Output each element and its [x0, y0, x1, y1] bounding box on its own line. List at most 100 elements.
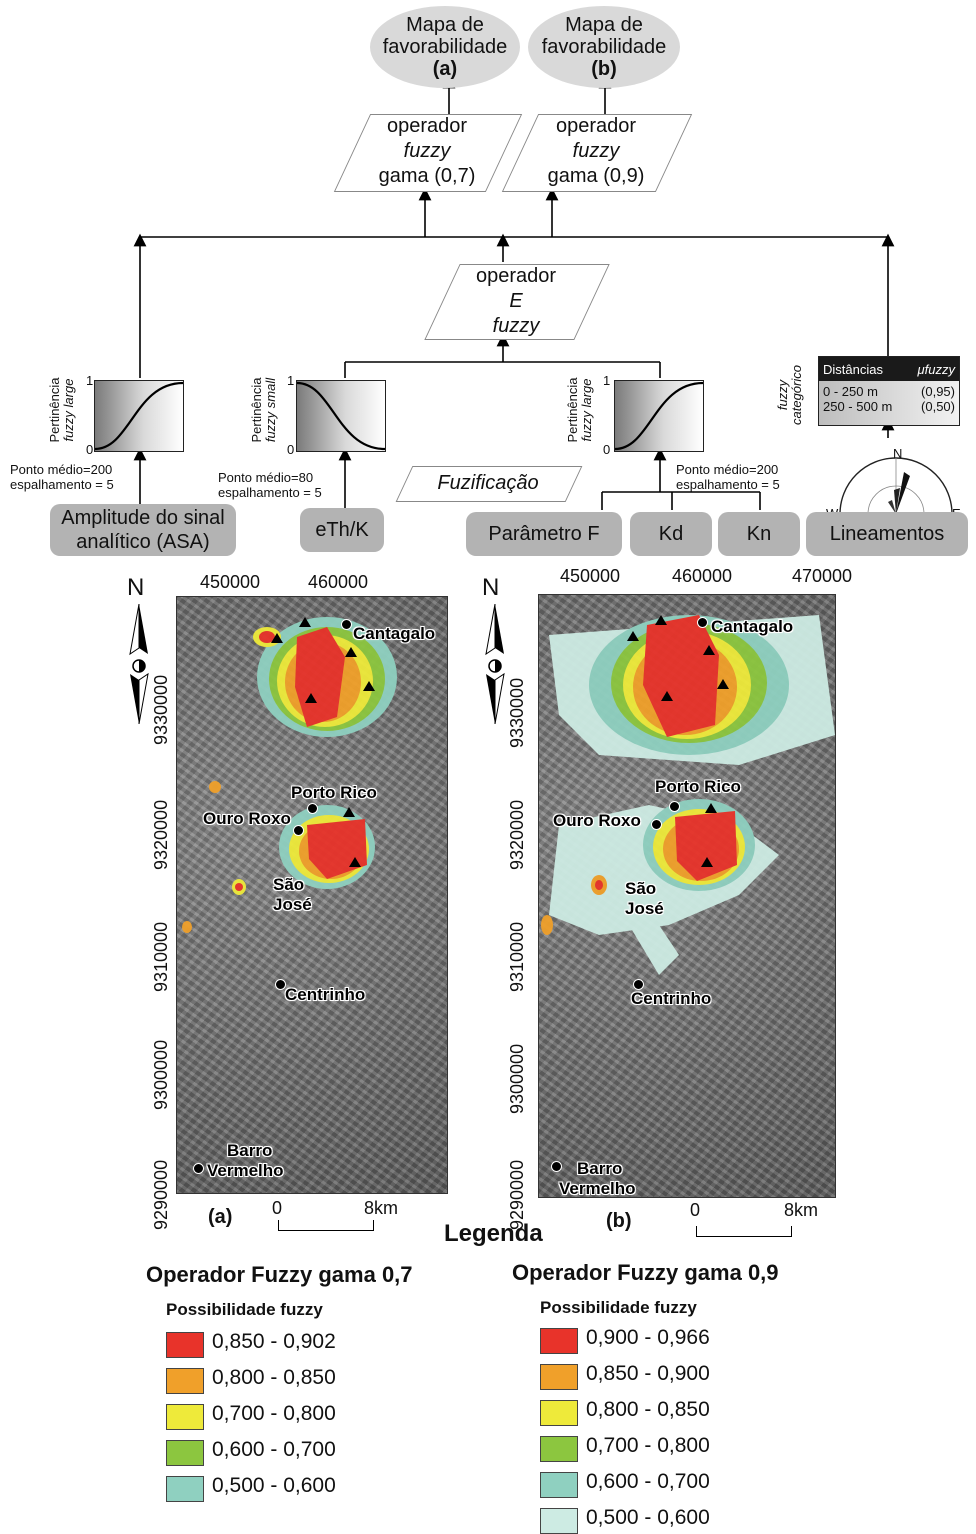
- map-a-xtick-1: 450000: [200, 572, 261, 592]
- map-a-north-label: N: [127, 574, 145, 601]
- gamma-operator-b-line2: fuzzy: [572, 140, 620, 162]
- fuzzification-step: Fuzificação: [395, 466, 583, 502]
- rose-north-label: N: [893, 446, 903, 461]
- map-a-occurrence-marker: [305, 693, 317, 703]
- gamma-operator-a: operador fuzzy gama (0,7): [333, 114, 523, 192]
- legend-b-class-swatch: [540, 1364, 578, 1390]
- map-b-town-cantagalo: Cantagalo: [711, 617, 794, 636]
- output-map-b: Mapa de favorabilidade (b): [528, 6, 680, 88]
- map-a-scale-8: 8km: [364, 1198, 399, 1218]
- input-kn: Kn: [718, 512, 800, 556]
- map-a-ytick-1: 9330000: [151, 674, 171, 745]
- map-b-scalebar: [696, 1226, 792, 1237]
- map-a-occurrence-marker: [271, 633, 283, 643]
- categorical-axis-line1: fuzzy: [775, 379, 790, 411]
- map-a-town-saojose-1: São: [273, 875, 305, 894]
- map-b-occurrence-marker: [661, 691, 673, 701]
- categorical-table: Distâncias μfuzzy 0 - 250 m (0,95) 250 -…: [818, 356, 960, 426]
- membership-3-note: Ponto médio=200 espalhamento = 5: [676, 462, 780, 492]
- map-a-occurrence-marker: [349, 857, 361, 867]
- categorical-axis-label: fuzzy categórico: [775, 365, 804, 425]
- input-eth-k: eTh/K: [300, 508, 384, 552]
- legend-b-class-label: 0,700 - 0,800: [586, 1434, 710, 1457]
- map-b-occurrence-marker: [655, 615, 667, 625]
- legend-b-class-label: 0,600 - 0,700: [586, 1470, 710, 1493]
- membership-1-zero: 0: [86, 442, 94, 457]
- membership-3-axis-line2: fuzzy large: [579, 378, 594, 442]
- map-a-town-portorico: Porto Rico: [291, 783, 377, 802]
- map-b-xtick-3: 470000: [792, 566, 853, 586]
- fuzzification-label: Fuzificação: [437, 472, 539, 494]
- output-map-b-line2: favorabilidade: [541, 36, 667, 58]
- membership-1-axis-line2: fuzzy large: [61, 378, 76, 442]
- membership-1-note: Ponto médio=200 espalhamento = 5: [10, 462, 114, 492]
- output-map-a-line1: Mapa de: [406, 14, 484, 36]
- map-b-north-arrow-icon: [485, 604, 505, 724]
- map-a-favorability-overlay: [182, 617, 397, 933]
- map-a-town-cantagalo: Cantagalo: [353, 624, 436, 643]
- map-b-town-ouroroxo-dot: [651, 819, 662, 830]
- gamma-operator-a-line3: gama (0,7): [378, 165, 476, 187]
- map-a-town-ouroroxo: Ouro Roxo: [203, 809, 291, 828]
- legend-b-subtitle: Possibilidade fuzzy: [540, 1298, 697, 1317]
- map-b-ytick-3: 9310000: [507, 921, 527, 992]
- legend-b-class-swatch: [540, 1400, 578, 1426]
- map-a-town-portorico-dot: [307, 803, 318, 814]
- membership-3-axis-line1: Pertinência: [565, 377, 580, 443]
- map-b-town-barro: Barro: [577, 1159, 623, 1178]
- input-parametro-f: Parâmetro F: [466, 512, 622, 556]
- categorical-table-header: Distâncias μfuzzy: [819, 357, 959, 381]
- membership-1-note2: espalhamento = 5: [10, 477, 114, 492]
- legend-a-class-label: 0,700 - 0,800: [212, 1402, 336, 1425]
- map-b-town-barrovermelho-dot: [551, 1161, 562, 1172]
- diagram-connectors: [133, 75, 895, 510]
- and-operator-line3: fuzzy: [492, 315, 540, 337]
- input-lineamentos: Lineamentos: [806, 512, 968, 556]
- legend-a-class-label: 0,500 - 0,600: [212, 1474, 336, 1497]
- membership-2-axis-label: Pertinência fuzzy small: [249, 370, 278, 450]
- legend-a-class-swatch: [166, 1332, 204, 1358]
- map-a-occurrence-marker: [363, 681, 375, 691]
- membership-2-note2: espalhamento = 5: [218, 485, 322, 500]
- map-b-occurrence-marker: [703, 645, 715, 655]
- map-a-town-centrinho-dot: [275, 979, 286, 990]
- input-asa: Amplitude do sinal analítico (ASA): [50, 504, 236, 556]
- categorical-row-2-range: 250 - 500 m: [823, 399, 893, 414]
- map-a: Cantagalo Porto Rico Ouro Roxo São José …: [176, 596, 448, 1194]
- membership-2-plot: [296, 380, 386, 452]
- map-a-town-ouroroxo-dot: [293, 825, 304, 836]
- legend-a-class-swatch: [166, 1404, 204, 1430]
- membership-2-one: 1: [287, 373, 295, 388]
- map-a-town-cantagalo-dot: [341, 619, 352, 630]
- membership-2-note: Ponto médio=80 espalhamento = 5: [218, 470, 322, 500]
- membership-2-axis-line2: fuzzy small: [263, 377, 278, 443]
- map-a-occurrence-marker: [343, 807, 355, 817]
- map-b-ytick-1: 9330000: [507, 677, 527, 748]
- map-a-town-barro: Barro: [227, 1141, 273, 1160]
- membership-1-curve: [94, 381, 184, 451]
- gamma-operator-b-line1: operador: [555, 115, 637, 137]
- legend-b-class-swatch: [540, 1472, 578, 1498]
- map-b-tag: (b): [606, 1210, 632, 1232]
- legend-heading: Legenda: [444, 1220, 543, 1247]
- legend-b-class-swatch: [540, 1436, 578, 1462]
- map-b-ytick-4: 9300000: [507, 1043, 527, 1114]
- map-b-favorability-overlay: [541, 615, 835, 975]
- map-b-occurrence-marker: [627, 631, 639, 641]
- map-a-ytick-4: 9300000: [151, 1039, 171, 1110]
- categorical-axis-line2: categórico: [789, 365, 804, 425]
- output-map-a: Mapa de favorabilidade (a): [370, 6, 520, 88]
- map-b-scale-8: 8km: [784, 1200, 819, 1220]
- legend-b-class-label: 0,900 - 0,966: [586, 1326, 710, 1349]
- map-b-xtick-2: 460000: [672, 566, 733, 586]
- map-a-scalebar: [278, 1220, 374, 1231]
- membership-1-one: 1: [86, 373, 94, 388]
- membership-3-plot: [614, 380, 704, 452]
- map-a-north-arrow-icon: [129, 604, 149, 724]
- membership-2-curve: [296, 381, 386, 451]
- map-b-xtick-1: 450000: [560, 566, 621, 586]
- map-a-ytick-3: 9310000: [151, 921, 171, 992]
- legend-b-class-label: 0,500 - 0,600: [586, 1506, 710, 1529]
- map-a-tag: (a): [208, 1206, 233, 1228]
- membership-1-note1: Ponto médio=200: [10, 462, 113, 477]
